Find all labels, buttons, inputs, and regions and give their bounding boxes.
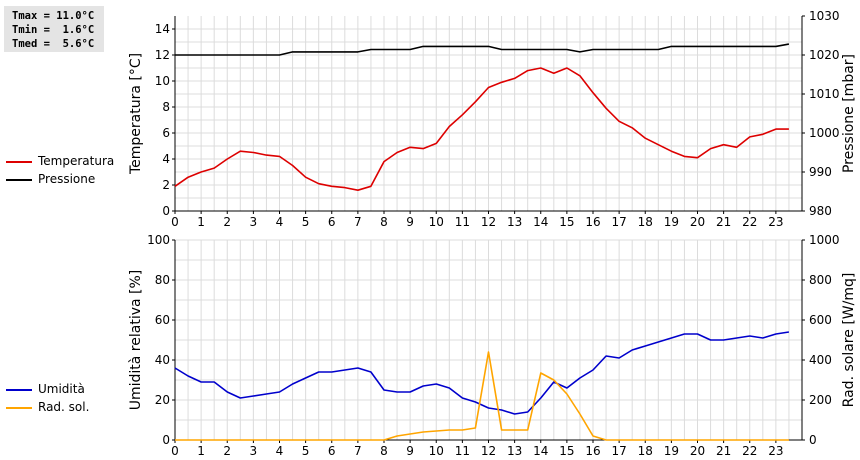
x-tick-label: 1 (197, 215, 205, 229)
x-tick-label: 17 (611, 215, 626, 229)
x-tick-label: 8 (380, 444, 388, 458)
y-tick-label-right: 0 (809, 433, 817, 447)
legend-swatch-radsol (6, 407, 32, 409)
y-tick-label-right: 980 (809, 204, 832, 218)
y-tick-label-left: 60 (155, 313, 170, 327)
legend-label-pressione: Pressione (38, 172, 96, 186)
legend-label-radsol: Rad. sol. (38, 400, 90, 414)
y-axis-title-right: Pressione [mbar] (841, 54, 857, 173)
y-tick-label-left: 8 (162, 100, 170, 114)
chart-panel-bottom: 0 1 2 3 4 5 6 7 8 9 10 11 12 13 14 15 16 17 18 19 20 21 22 2302… (128, 233, 857, 458)
y-tick-label-right: 1010 (809, 87, 840, 101)
x-tick-label: 6 (328, 444, 336, 458)
x-tick-label: 4 (276, 444, 284, 458)
x-tick-label: 13 (507, 444, 522, 458)
x-tick-label: 19 (664, 215, 679, 229)
x-tick-label: 19 (664, 444, 679, 458)
legend-swatch-temperatura (6, 161, 32, 163)
x-tick-label: 14 (533, 444, 548, 458)
x-tick-label: 13 (507, 215, 522, 229)
x-tick-label: 18 (638, 215, 653, 229)
chart-panel-top: 0 1 2 3 4 5 6 7 8 9 10 11 12 13 14 15 16 17 18 19 20 21 22 2302… (128, 9, 857, 229)
y-tick-label-right: 600 (809, 313, 832, 327)
y-tick-label-left: 14 (155, 22, 170, 36)
x-tick-label: 11 (455, 444, 470, 458)
x-tick-label: 17 (611, 444, 626, 458)
y-tick-label-left: 0 (162, 433, 170, 447)
summary-tmin: Tmin = 1.6°C (12, 24, 95, 36)
x-tick-label: 0 (171, 215, 179, 229)
x-tick-label: 16 (585, 444, 600, 458)
x-tick-label: 2 (223, 215, 231, 229)
x-tick-label: 5 (302, 444, 310, 458)
y-tick-label-right: 1020 (809, 48, 840, 62)
x-tick-label: 3 (250, 444, 258, 458)
x-tick-label: 4 (276, 215, 284, 229)
y-tick-label-right: 400 (809, 353, 832, 367)
x-tick-label: 22 (742, 215, 757, 229)
summary-box: Tmax = 11.0°C Tmin = 1.6°C Tmed = 5.6°C (4, 6, 104, 52)
legend-label-umidita: Umidità (38, 382, 85, 396)
series-line-umidit (174, 331, 790, 415)
x-tick-label: 22 (742, 444, 757, 458)
x-tick-label: 10 (429, 215, 444, 229)
x-tick-label: 12 (481, 444, 496, 458)
x-tick-label: 21 (716, 215, 731, 229)
x-tick-label: 21 (716, 444, 731, 458)
x-tick-label: 10 (429, 444, 444, 458)
legend-swatch-pressione (6, 179, 32, 181)
y-tick-label-right: 1000 (809, 233, 840, 247)
x-tick-label: 1 (197, 444, 205, 458)
x-tick-label: 5 (302, 215, 310, 229)
y-axis-title-right: Rad. solare [W/mq] (841, 273, 857, 408)
summary-tmed: Tmed = 5.6°C (12, 38, 95, 50)
x-tick-label: 16 (585, 215, 600, 229)
y-tick-label-right: 1030 (809, 9, 840, 23)
x-tick-label: 23 (768, 444, 783, 458)
x-tick-label: 7 (354, 215, 362, 229)
x-tick-label: 9 (406, 444, 414, 458)
y-tick-label-right: 800 (809, 273, 832, 287)
y-tick-label-left: 20 (155, 393, 170, 407)
y-tick-label-left: 4 (162, 152, 170, 166)
x-tick-label: 2 (223, 444, 231, 458)
legend-label-temperatura: Temperatura (38, 154, 115, 168)
legend-swatch-umidita (6, 389, 32, 391)
x-tick-label: 3 (250, 215, 258, 229)
x-tick-label: 0 (171, 444, 179, 458)
x-tick-label: 20 (690, 215, 705, 229)
x-tick-label: 9 (406, 215, 414, 229)
y-tick-label-right: 200 (809, 393, 832, 407)
x-tick-label: 18 (638, 444, 653, 458)
x-tick-label: 23 (768, 215, 783, 229)
x-tick-label: 6 (328, 215, 336, 229)
x-tick-label: 15 (559, 444, 574, 458)
y-tick-label-left: 2 (162, 178, 170, 192)
y-tick-label-left: 12 (155, 48, 170, 62)
y-tick-label-left: 100 (147, 233, 170, 247)
x-tick-label: 7 (354, 444, 362, 458)
y-tick-label-left: 10 (155, 74, 170, 88)
y-axis-title-left: Umidità relativa [%] (128, 270, 144, 411)
x-tick-label: 12 (481, 215, 496, 229)
y-tick-label-left: 40 (155, 353, 170, 367)
x-tick-label: 20 (690, 444, 705, 458)
x-tick-label: 14 (533, 215, 548, 229)
y-tick-label-left: 0 (162, 204, 170, 218)
x-tick-label: 11 (455, 215, 470, 229)
x-tick-label: 15 (559, 215, 574, 229)
series-line-rad-sol (175, 351, 789, 441)
series-line-pressione (175, 43, 790, 56)
y-tick-label-right: 990 (809, 165, 832, 179)
y-tick-label-left: 6 (162, 126, 170, 140)
x-tick-label: 8 (380, 215, 388, 229)
series-line-temperatura (174, 67, 789, 191)
y-tick-label-right: 1000 (809, 126, 840, 140)
y-axis-title-left: Temperatura [°C] (128, 53, 144, 175)
y-tick-label-left: 80 (155, 273, 170, 287)
summary-tmax: Tmax = 11.0°C (12, 10, 95, 22)
